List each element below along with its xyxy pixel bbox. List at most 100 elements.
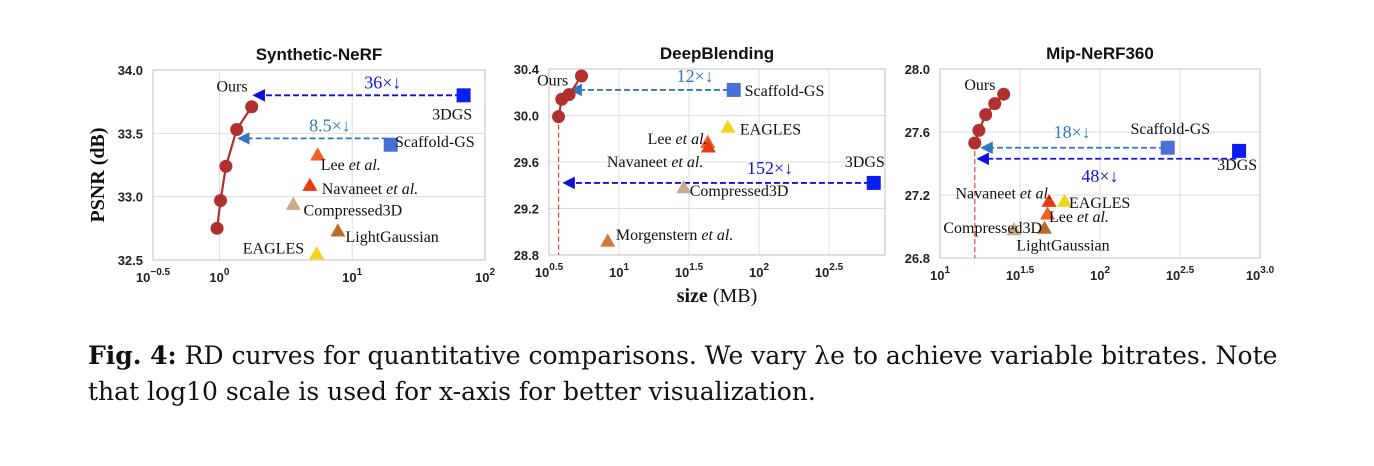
ours-point (214, 193, 228, 207)
x-tick-label: 101 (609, 262, 629, 280)
x-tick-label: 102.5 (1166, 265, 1195, 283)
panel-deepblending: 100.5 101 101.5 102 102.5 28.8 29.2 29.6 30.0 30.… (514, 44, 886, 280)
ours-point (562, 88, 576, 102)
compression-ratio-label: 48×↓ (1081, 166, 1118, 186)
y-tick-label: 34.0 (118, 63, 143, 78)
y-tick-label: 27.2 (905, 188, 930, 203)
ours-point (988, 97, 1002, 111)
ours-point (968, 136, 982, 150)
rd-curves-figure: PSNR (dB) size (MB) 10−0.5 100 101 102 32.5 33.… (87, 44, 1275, 307)
x-tick-label: 101 (342, 267, 362, 285)
method-label: Ours (216, 78, 247, 95)
scaffold-gs-marker (383, 137, 398, 152)
y-axis-label: PSNR (dB) (87, 127, 109, 222)
x-tick-label: 102.5 (815, 262, 844, 280)
y-tick-label: 26.8 (905, 251, 930, 266)
method-label: Navaneet et al. (956, 185, 1052, 202)
lightgaussian-marker (330, 223, 346, 237)
eagles-marker (720, 119, 736, 133)
ours-point (972, 123, 986, 137)
method-label: 3DGS (1217, 157, 1257, 174)
plot-frame (152, 69, 486, 261)
method-label: Scaffold-GS (1130, 121, 1210, 138)
ours-point (230, 123, 244, 137)
y-tick-label: 29.6 (514, 155, 539, 170)
ours-point (210, 221, 224, 235)
ours-point (575, 69, 589, 83)
y-tick-label: 27.6 (905, 125, 930, 140)
method-label: Navaneet et al. (322, 181, 418, 198)
method-label: Scaffold-GS (395, 134, 475, 151)
method-label: Lee et al. (321, 157, 381, 174)
x-tick-label: 100 (209, 267, 229, 285)
eagles-marker (309, 246, 325, 260)
method-label: Lee et al. (648, 131, 708, 148)
ours-point (219, 159, 233, 173)
plot-frame (548, 68, 886, 256)
navaneet-et-al-marker (302, 177, 318, 191)
compressed3d-marker (1006, 222, 1022, 236)
x-tick-label: 102 (475, 267, 495, 285)
morgenstern-et-al-marker (600, 233, 616, 247)
panel-synthetic-nerf: 10−0.5 100 101 102 32.5 33.0 33.5 34.0 Synthetic… (118, 45, 496, 285)
ours-point (245, 100, 259, 114)
method-label: Morgenstern et al. (616, 227, 733, 244)
ours-point (552, 110, 566, 124)
method-label: Compressed3D (690, 183, 789, 200)
method-label: 3DGS (432, 106, 472, 123)
plot-frame (939, 68, 1261, 259)
method-label: Scaffold-GS (745, 83, 825, 100)
method-label: EAGLES (243, 241, 304, 258)
compression-ratio-label: 8.5×↓ (309, 116, 351, 136)
method-label: Compressed3D (304, 203, 403, 220)
y-tick-label: 33.5 (118, 126, 143, 141)
y-tick-label: 28.0 (905, 62, 930, 77)
method-label: EAGLES (740, 121, 801, 138)
y-tick-label: 29.2 (514, 202, 539, 217)
y-tick-label: 33.0 (118, 190, 143, 205)
chart-title: DeepBlending (660, 44, 774, 63)
3dgs-marker (456, 88, 471, 103)
y-tick-label: 28.8 (514, 248, 539, 263)
x-tick-label: 101.5 (1006, 265, 1035, 283)
y-tick-label: 32.5 (118, 253, 143, 268)
compression-ratio-label: 12×↓ (677, 66, 714, 86)
method-label: Navaneet et al. (607, 154, 703, 171)
lee-et-al-marker (1040, 206, 1056, 220)
x-tick-label: 103.0 (1246, 265, 1275, 283)
3dgs-marker (866, 175, 881, 190)
method-label: Ours (537, 73, 568, 90)
eagles-marker (1057, 193, 1073, 207)
compressed3d-marker (285, 196, 301, 210)
compression-ratio-label: 18×↓ (1054, 122, 1091, 142)
method-label: EAGLES (1069, 195, 1130, 212)
ours-point (979, 108, 993, 122)
figure-caption: Fig. 4: RD curves for quantitative compa… (88, 338, 1318, 410)
x-tick-label: 102 (749, 262, 769, 280)
navaneet-et-al-marker (700, 139, 716, 153)
caption-text: RD curves for quantitative comparisons. … (88, 341, 1278, 406)
chart-title: Synthetic-NeRF (256, 45, 383, 64)
3dgs-marker (1232, 143, 1247, 158)
method-label: Lee et al. (1049, 209, 1109, 226)
y-tick-label: 30.0 (514, 109, 539, 124)
method-label: 3DGS (845, 154, 885, 171)
method-label: LightGaussian (1016, 237, 1109, 254)
compressed3d-marker (676, 180, 692, 194)
panel-mip-nerf360: 101 101.5 102 102.5 103.0 26.8 27.2 27.6 28.0 Mip… (905, 44, 1275, 283)
x-tick-label: 101 (930, 265, 950, 283)
scaffold-gs-marker (1160, 140, 1175, 155)
x-tick-label: 100.5 (535, 262, 564, 280)
x-tick-label: 101.5 (675, 262, 704, 280)
x-tick-label: 10−0.5 (136, 267, 171, 285)
compression-ratio-label: 36×↓ (364, 73, 401, 93)
lightgaussian-marker (1037, 220, 1053, 234)
method-label: LightGaussian (345, 229, 438, 246)
ours-point (997, 87, 1011, 101)
chart-title: Mip-NeRF360 (1046, 44, 1154, 63)
method-label: Ours (964, 77, 995, 94)
method-label: Compressed3D (943, 220, 1042, 237)
y-tick-label: 30.4 (514, 62, 540, 77)
x-axis-label: size (MB) (677, 285, 758, 307)
compression-ratio-label: 152×↓ (747, 158, 793, 178)
